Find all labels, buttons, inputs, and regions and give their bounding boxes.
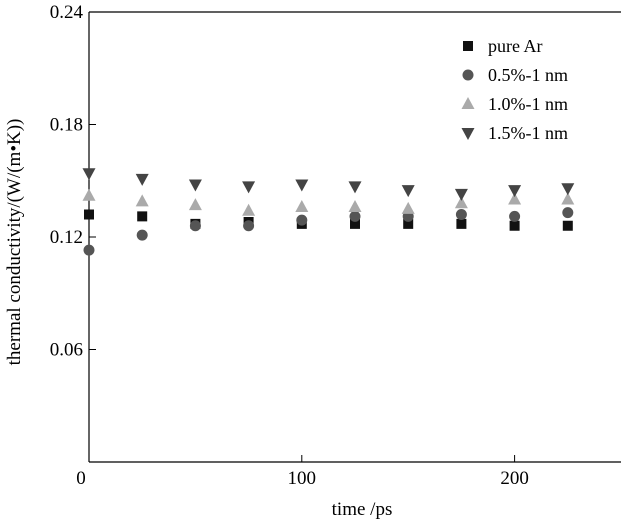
data-point-series-3 [561,183,575,196]
x-tick-label: 100 [288,468,317,489]
y-tick-label: 0.18 [50,115,83,136]
y-axis-title: thermal conductivity/(W/(m•K)) [4,119,25,366]
data-point-series-1 [189,220,201,232]
data-point-series-2 [242,203,256,216]
data-point-series-1 [136,229,148,241]
data-point-series-1 [296,214,308,226]
data-point-series-1 [83,244,95,256]
legend-label-3: 1.5%-1 nm [488,123,568,143]
data-point-series-2 [401,201,415,214]
data-point-series-2 [508,192,522,205]
data-point-series-3 [188,179,202,192]
data-point-series-3 [348,181,362,194]
x-tick-label: 200 [500,468,529,489]
x-axis-title: time /ps [332,499,393,520]
legend-label-2: 1.0%-1 nm [488,94,568,114]
data-point-series-3 [135,173,149,186]
data-point-series-2 [561,192,575,205]
y-tick-label: 0.24 [50,2,84,23]
data-point-series-1 [455,209,467,220]
axis-ticks [88,11,516,462]
data-point-series-3 [508,185,522,198]
data-point-series-2 [454,196,468,209]
data-point-series-0 [350,218,360,229]
legend: pure Ar 0.5%-1 nm 1.0%-1 nm 1.5%-1 nm [461,36,568,143]
data-point-series-0 [403,218,414,229]
legend-marker-1 [462,69,474,81]
legend-label-0: pure Ar [488,36,542,56]
data-point-series-1 [562,207,574,219]
data-point-series-2 [135,194,149,207]
data-point-series-1 [349,210,361,222]
data-point-series-1 [509,210,521,222]
data-points [82,168,575,256]
data-point-series-1 [243,220,255,232]
data-point-series-0 [456,218,467,229]
x-tick-label: 0 [76,468,86,489]
data-point-series-0 [509,220,520,231]
legend-marker-0 [463,41,473,51]
legend-label-1: 0.5%-1 nm [488,65,568,85]
axis-tick-labels: 0.06 0.12 0.18 0.24 0 100 200 [50,2,529,489]
data-point-series-3 [401,185,415,198]
data-point-series-0 [137,211,148,222]
data-point-series-3 [82,168,96,181]
y-tick-label: 0.12 [50,227,83,248]
data-point-series-0 [562,220,573,231]
legend-marker-3 [461,128,475,140]
y-tick-label: 0.06 [50,340,83,361]
data-point-series-2 [348,200,362,212]
legend-marker-2 [461,97,475,109]
data-point-series-2 [82,188,96,201]
data-point-series-3 [242,181,256,194]
data-point-series-2 [188,198,202,211]
data-point-series-3 [295,179,309,192]
data-point-series-0 [84,209,94,220]
data-point-series-3 [454,188,468,201]
data-point-series-2 [295,200,309,212]
